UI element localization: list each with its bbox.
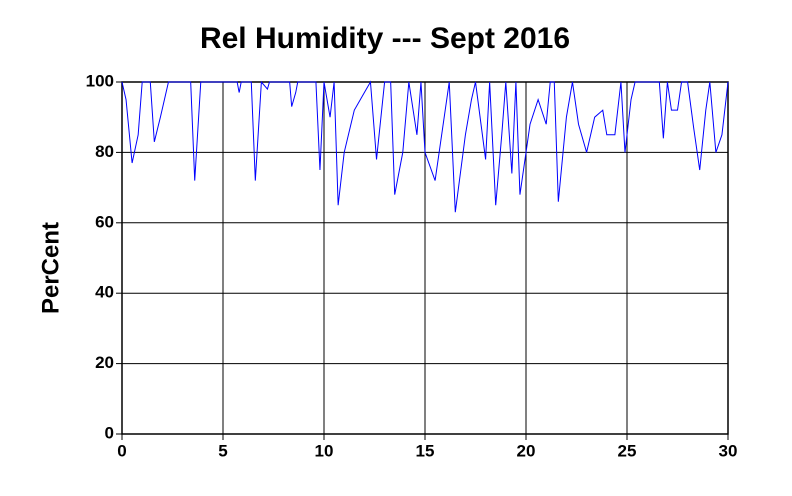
chart-title: Rel Humidity --- Sept 2016: [200, 22, 570, 55]
x-tick-label: 10: [315, 441, 334, 460]
y-tick-label: 40: [95, 283, 114, 302]
plot-frame: [121, 81, 729, 435]
x-tick-label: 0: [117, 441, 126, 460]
y-tick-label: 100: [86, 71, 114, 90]
x-tick-label: 5: [218, 441, 227, 460]
y-tick-label: 80: [95, 142, 114, 161]
y-axis-label: PerCent: [37, 222, 64, 314]
y-tick-label: 0: [105, 423, 114, 442]
x-tick-label: 15: [416, 441, 435, 460]
data-line: [121, 80, 729, 213]
y-tick-label: 20: [95, 353, 114, 372]
x-tick-label: 30: [719, 441, 738, 460]
x-tick-label: 25: [618, 441, 637, 460]
y-tick-label: 60: [95, 212, 114, 231]
x-tick-label: 20: [517, 441, 536, 460]
